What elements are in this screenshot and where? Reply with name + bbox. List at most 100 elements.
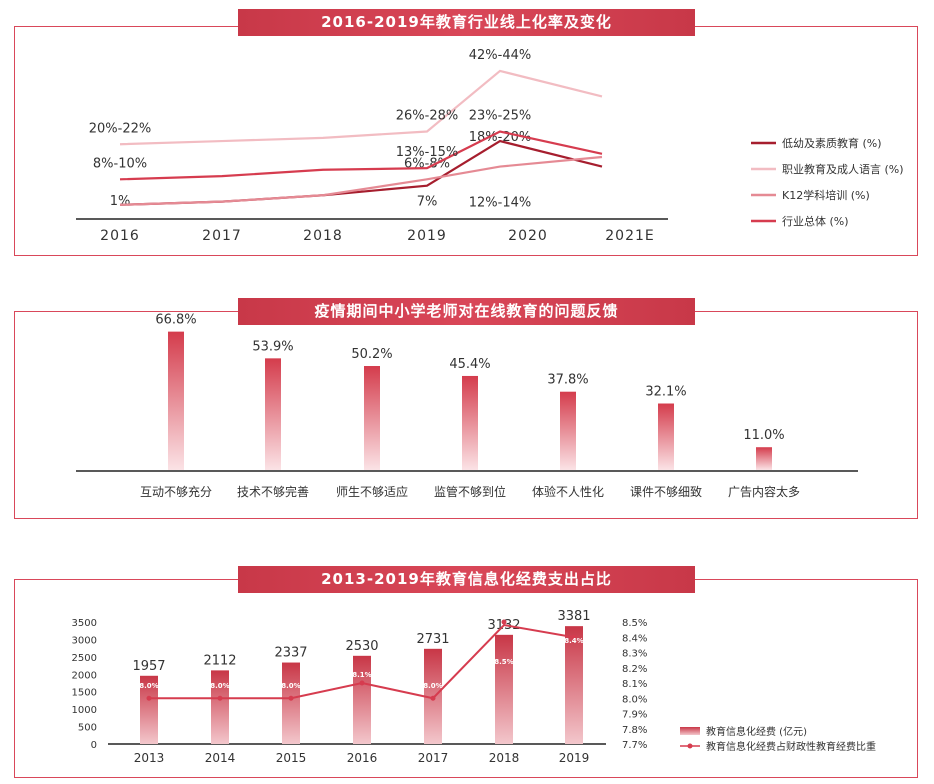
bar-chart-title: 疫情期间中小学老师对在线教育的问题反馈 — [238, 298, 695, 325]
legend-label: 职业教育及成人语言 (%) — [782, 162, 904, 176]
legend-label: 教育信息化经费 (亿元) — [706, 725, 807, 738]
ratio-value-label: 8.1% — [352, 671, 371, 679]
bar — [658, 403, 674, 470]
ratio-point — [288, 695, 294, 701]
series-line — [119, 155, 603, 206]
x-tick-label: 2016 — [347, 751, 378, 765]
bar-value-label: 32.1% — [645, 385, 686, 400]
ratio-point — [359, 680, 365, 686]
x-tick-label: 2018 — [303, 228, 343, 244]
ratio-value-label: 8.0% — [281, 682, 300, 690]
y-left-tick-label: 2000 — [72, 670, 97, 681]
data-label: 13%-15% — [396, 145, 458, 160]
category-label: 课件不够细致 — [630, 485, 702, 499]
bar-value-label: 2530 — [345, 639, 378, 654]
bar-value-label: 53.9% — [252, 339, 293, 354]
data-label: 12%-14% — [469, 196, 531, 211]
series-line — [119, 69, 603, 146]
y-right-tick-label: 8.2% — [622, 664, 647, 675]
line-chart-title: 2016-2019年教育行业线上化率及变化 — [238, 9, 695, 36]
category-label: 广告内容太多 — [728, 484, 800, 499]
x-tick-label: 2015 — [276, 751, 307, 765]
bar-value-label: 3381 — [557, 609, 590, 624]
data-label: 20%-22% — [89, 121, 151, 136]
y-right-tick-label: 8.1% — [622, 679, 647, 690]
category-label: 师生不够适应 — [336, 484, 408, 499]
x-tick-label: 2016 — [100, 228, 140, 244]
y-right-tick-label: 8.4% — [622, 633, 647, 644]
bar — [282, 662, 300, 744]
x-tick-label: 2018 — [489, 751, 520, 765]
bar — [140, 675, 158, 744]
bar-value-label: 66.8% — [155, 313, 196, 328]
ratio-value-label: 8.0% — [210, 682, 229, 690]
bar — [364, 366, 380, 470]
y-left-tick-label: 1500 — [72, 688, 97, 699]
data-label: 26%-28% — [396, 109, 458, 124]
ratio-point — [146, 695, 152, 701]
y-left-tick-label: 500 — [78, 723, 97, 734]
x-tick-label: 2014 — [205, 751, 236, 765]
ratio-point — [571, 634, 577, 640]
y-left-tick-label: 0 — [91, 740, 97, 751]
bar-value-label: 50.2% — [351, 347, 392, 362]
data-label: 42%-44% — [469, 48, 531, 63]
bar-value-label: 37.8% — [547, 373, 588, 388]
x-tick-label: 2020 — [508, 228, 548, 244]
bar — [265, 358, 281, 470]
ratio-point — [217, 695, 223, 701]
legend-label: 低幼及素质教育 (%) — [782, 136, 882, 150]
x-tick-label: 2019 — [559, 751, 590, 765]
ratio-value-label: 8.5% — [494, 658, 513, 666]
bar — [462, 375, 478, 470]
data-label: 23%-25% — [469, 109, 531, 124]
bar-value-label: 11.0% — [743, 428, 784, 443]
y-right-tick-label: 8.5% — [622, 618, 647, 629]
ratio-value-label: 8.0% — [139, 682, 158, 690]
x-tick-label: 2021E — [605, 228, 654, 244]
bar — [495, 634, 513, 744]
legend-label: 行业总体 (%) — [782, 214, 849, 228]
data-label: 8%-10% — [93, 156, 147, 171]
ratio-point — [501, 619, 507, 625]
legend-label: K12学科培训 (%) — [782, 188, 870, 202]
legend-marker — [687, 743, 693, 749]
y-right-tick-label: 7.9% — [622, 710, 647, 721]
series-line — [119, 130, 603, 181]
combo-chart-title: 2013-2019年教育信息化经费支出占比 — [238, 566, 695, 593]
ratio-point — [430, 695, 436, 701]
ratio-value-label: 8.4% — [564, 637, 583, 645]
line-chart-panel — [14, 26, 918, 256]
bar — [168, 331, 184, 470]
bar-value-label: 2731 — [416, 632, 449, 647]
category-label: 技术不够完善 — [237, 484, 309, 499]
feedback-bar-chart: 66.8% 互动不够充分 53.9% 技术不够完善 50.2% 师生不够适应 45.4% 监管… — [76, 313, 858, 499]
x-tick-label: 2017 — [418, 751, 449, 765]
y-right-tick-label: 8.0% — [622, 694, 647, 705]
y-left-tick-label: 2500 — [72, 653, 97, 664]
x-tick-label: 2013 — [134, 751, 165, 765]
legend-label: 教育信息化经费占财政性教育经费比重 — [706, 740, 876, 753]
category-label: 体验不人性化 — [532, 484, 604, 499]
combo-chart-panel — [14, 579, 918, 778]
y-right-tick-label: 7.7% — [622, 740, 647, 751]
bar — [565, 626, 583, 744]
ratio-value-label: 8.0% — [423, 682, 442, 690]
legend-swatch — [680, 727, 700, 735]
category-label: 互动不够充分 — [140, 484, 212, 499]
y-left-tick-label: 3000 — [72, 635, 97, 646]
y-right-tick-label: 7.8% — [622, 725, 647, 736]
bar — [560, 391, 576, 470]
data-label: 7% — [417, 195, 438, 210]
y-left-tick-label: 3500 — [72, 618, 97, 629]
category-label: 监管不够到位 — [434, 484, 506, 499]
y-right-tick-label: 8.3% — [622, 649, 647, 660]
bar-value-label: 2337 — [274, 646, 307, 661]
y-left-tick-label: 1000 — [72, 705, 97, 716]
bar — [353, 655, 371, 744]
bar — [756, 447, 772, 470]
bar — [211, 670, 229, 744]
bar-value-label: 2112 — [203, 653, 236, 668]
